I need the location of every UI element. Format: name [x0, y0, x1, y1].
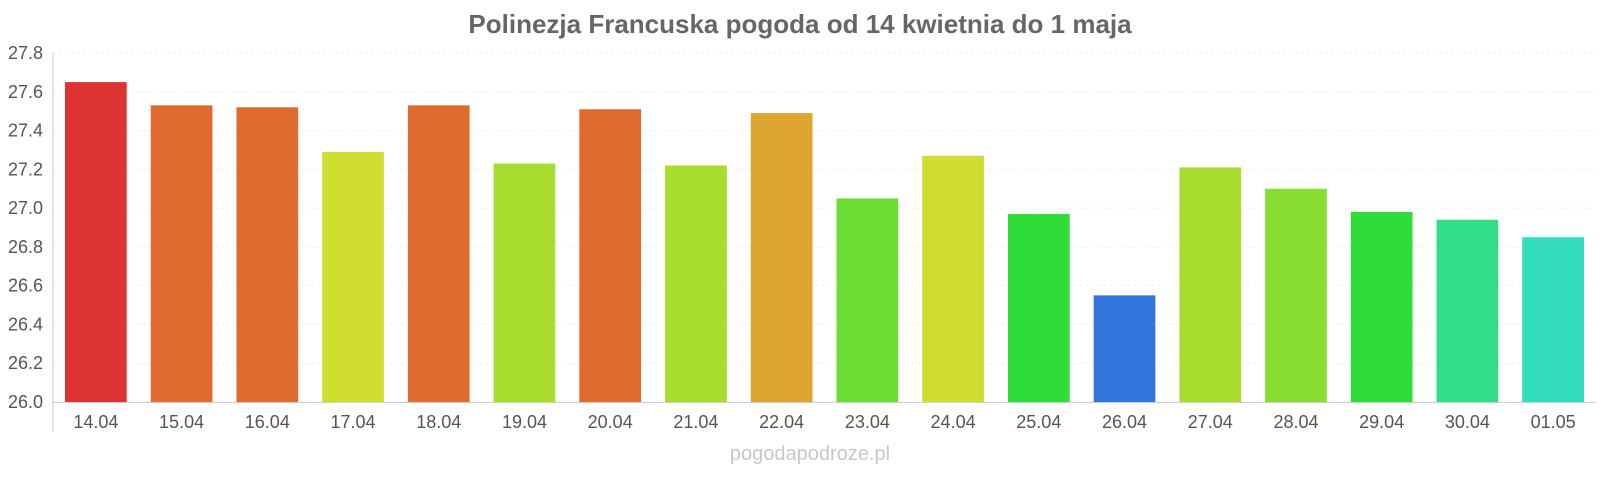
x-tick-label: 21.04	[673, 412, 718, 432]
y-tick-label: 27.8	[8, 43, 43, 63]
bar-26.04	[1093, 295, 1156, 402]
y-tick-label: 27.4	[8, 121, 43, 141]
x-tick-label: 30.04	[1445, 412, 1490, 432]
x-tick-label: 19.04	[502, 412, 547, 432]
bar-16.04	[236, 107, 299, 403]
x-tick-label: 17.04	[331, 412, 376, 432]
bar-17.04	[322, 151, 384, 402]
bar-25.04	[1007, 213, 1070, 402]
x-tick-label: 23.04	[845, 412, 890, 432]
y-tick-label: 26.8	[8, 237, 43, 257]
x-tick-label: 16.04	[245, 412, 290, 432]
x-tick-label: 28.04	[1273, 412, 1318, 432]
y-tick-label: 27.0	[8, 198, 43, 218]
x-axis-ticks: 14.04 15.04 16.04 17.04 18.04 19.04 20.04 21.04…	[73, 412, 1575, 432]
bar-30.04	[1436, 219, 1499, 402]
x-tick-label: 20.04	[588, 412, 633, 432]
bar-29.04	[1350, 211, 1413, 402]
bar-15.04	[150, 105, 213, 402]
y-tick-label: 27.6	[8, 82, 43, 102]
x-tick-label: 24.04	[931, 412, 976, 432]
bar-19.04	[493, 163, 556, 402]
bar-20.04	[579, 109, 642, 402]
x-tick-label: 29.04	[1359, 412, 1404, 432]
y-tick-label: 26.2	[8, 353, 43, 373]
bar-14.04	[65, 82, 127, 402]
x-tick-label: 01.05	[1531, 412, 1576, 432]
x-tick-label: 27.04	[1188, 412, 1233, 432]
y-tick-label: 27.2	[8, 159, 43, 179]
bar-28.04	[1265, 188, 1327, 402]
x-tick-label: 15.04	[159, 412, 204, 432]
y-tick-label: 26.4	[8, 314, 43, 334]
bars	[65, 82, 1584, 403]
bar-24.04	[922, 155, 984, 402]
y-tick-label: 26.0	[8, 392, 43, 412]
x-tick-label: 14.04	[73, 412, 118, 432]
bar-18.04	[407, 105, 470, 402]
y-axis-ticks: 26.0 26.2 26.4 26.6 26.8 27.0 27.2 27.4 27.6 27.8	[8, 43, 43, 412]
watermark: pogodapodroze.pl	[730, 443, 890, 465]
bar-23.04	[836, 198, 899, 402]
x-tick-label: 26.04	[1102, 412, 1147, 432]
x-tick-label: 22.04	[759, 412, 804, 432]
y-tick-label: 26.6	[8, 276, 43, 296]
chart-title: Polinezja Francuska pogoda od 14 kwietni…	[468, 9, 1132, 39]
bar-01.05	[1522, 237, 1584, 402]
bar-22.04	[750, 113, 813, 402]
bar-27.04	[1179, 167, 1242, 402]
x-tick-label: 18.04	[416, 412, 461, 432]
bar-21.04	[665, 165, 727, 402]
x-tick-label: 25.04	[1016, 412, 1061, 432]
